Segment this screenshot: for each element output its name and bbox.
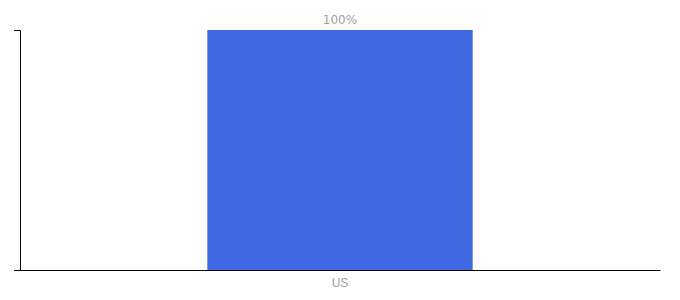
- bars: [207, 30, 472, 270]
- y-axis-line: [14, 31, 21, 271]
- data-labels: 100%: [323, 13, 357, 27]
- data-label: 100%: [323, 13, 357, 27]
- chart: 100% US: [0, 0, 680, 300]
- x-axis: US: [21, 270, 661, 290]
- x-tick: US: [332, 270, 349, 290]
- x-axis-line: [21, 270, 661, 271]
- x-tick-label: US: [332, 276, 349, 290]
- y-axis: [14, 31, 21, 271]
- plot: 100% US: [14, 13, 661, 290]
- bar: [207, 30, 472, 270]
